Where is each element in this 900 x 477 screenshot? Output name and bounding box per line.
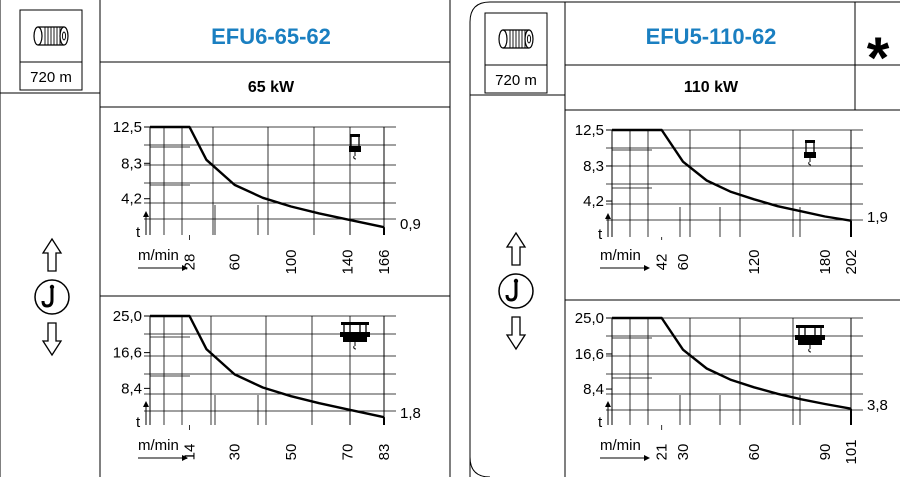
x-tick-label: 28: [181, 254, 198, 271]
x-unit-arrowhead: [644, 265, 650, 271]
hoist-up-down-icon: [497, 231, 535, 351]
x-unit-arrowhead: [182, 265, 188, 271]
x-tick-label: 14: [181, 444, 198, 461]
panel-efu6: 720 m EFU6-65-62 65 kW 12,58,34,2tm/min 2…: [0, 0, 451, 477]
end-value-label: 1,8: [400, 405, 421, 422]
y-unit-arrowhead: [143, 401, 149, 407]
y-tick-label: 16,6: [113, 345, 142, 362]
x-tick-label: 101: [843, 439, 860, 464]
x-unit-label: m/min: [138, 437, 179, 454]
end-value-label: 0,9: [400, 216, 421, 233]
y-unit-arrowhead: [605, 401, 611, 407]
panel-frame-corner: [469, 456, 491, 477]
y-unit-label: t: [598, 226, 603, 243]
y-tick-label: 4,2: [121, 191, 142, 208]
x-tick-label: 70: [339, 444, 356, 461]
single-hook-icon: [348, 133, 362, 160]
x-tick-label: 166: [376, 249, 393, 274]
chart-efu5-single: 12,5 8,3 4,2 t m/min 42 60 120 180 202 1,9: [575, 122, 888, 275]
y-tick-label: 12,5: [575, 122, 604, 139]
x-tick-label: 60: [746, 444, 763, 461]
y-tick-label: 4,2: [583, 193, 604, 210]
y-tick-label: 12,5: [113, 119, 142, 136]
double-hook-icon: [339, 321, 371, 350]
y-tick-label: 25,0: [575, 310, 604, 327]
model-title: EFU6-65-62: [211, 24, 331, 49]
capacity-curve: [150, 125, 385, 229]
chart-efu5-double: 25,0 16,6 8,4 t m/min 21 30 60 90 101 3,8: [575, 310, 888, 465]
y-tick-label: 16,6: [575, 346, 604, 363]
x-tick-label: 202: [843, 249, 860, 274]
x-tick-label: 50: [283, 444, 300, 461]
panel-frame: [469, 1, 900, 477]
y-tick-label: 8,4: [583, 381, 604, 398]
end-value-label: 3,8: [867, 397, 888, 414]
x-unit-label: m/min: [600, 437, 641, 454]
chart-efu6-single: 12,5 8,3 4,2 t m/min 28 60 100 140 166 0,9: [113, 119, 421, 275]
x-tick-label: 83: [376, 444, 393, 461]
capacity-curve: [612, 316, 852, 410]
power-label: 110 kW: [684, 79, 739, 96]
cable-drum-icon: [498, 29, 534, 49]
y-tick-label: 8,3: [121, 155, 142, 172]
x-tick-label: 120: [746, 249, 763, 274]
panel-frame: [0, 0, 451, 477]
x-tick-label: 60: [227, 254, 244, 271]
capacity-curve: [150, 314, 385, 419]
x-tick-label: 42: [654, 254, 671, 271]
x-tick-label: 180: [817, 249, 834, 274]
drum-box: [484, 12, 548, 94]
y-unit-arrowhead: [143, 211, 149, 217]
y-unit-label: t: [598, 414, 603, 431]
y-tick-label: 25,0: [113, 308, 142, 325]
model-title: EFU5-110-62: [646, 24, 777, 49]
x-tick-label: 21: [654, 444, 671, 461]
x-tick-label: 90: [817, 444, 834, 461]
drum-length-label: 720 m: [30, 69, 72, 86]
x-tick-label: 100: [283, 249, 300, 274]
x-unit-arrowhead: [644, 455, 650, 461]
y-tick-label: 8,3: [583, 158, 604, 175]
panel-efu5: 720 m EFU5-110-62 110 kW * 12,5 8,3 4,2 t m/…: [469, 1, 900, 477]
drum-length-label: 720 m: [495, 72, 537, 89]
power-label: 65 kW: [248, 79, 295, 96]
x-unit-label: m/min: [138, 247, 179, 264]
y-unit-label: t: [136, 414, 141, 431]
chart-efu6-double: 25,0 16,6 8,4 t m/min 14 30 50 70 83 1,8: [113, 308, 421, 461]
end-value-label: 1,9: [867, 209, 888, 226]
star-mark: *: [867, 26, 890, 91]
hoist-up-down-icon: [33, 237, 71, 357]
y-tick-label: 8,4: [121, 380, 142, 397]
y-unit-arrowhead: [605, 213, 611, 219]
x-unit-arrowhead: [182, 455, 188, 461]
x-unit-label: m/min: [600, 247, 641, 264]
x-tick-label: 60: [675, 254, 692, 271]
x-tick-label: 30: [227, 444, 244, 461]
x-tick-label: 140: [339, 249, 356, 274]
x-tick-label: 30: [675, 444, 692, 461]
double-hook-icon: [794, 324, 826, 353]
capacity-curve: [612, 128, 852, 222]
y-unit-label: t: [136, 224, 141, 241]
cable-drum-icon: [33, 26, 69, 46]
single-hook-icon: [803, 139, 817, 166]
drum-box: [19, 9, 83, 91]
